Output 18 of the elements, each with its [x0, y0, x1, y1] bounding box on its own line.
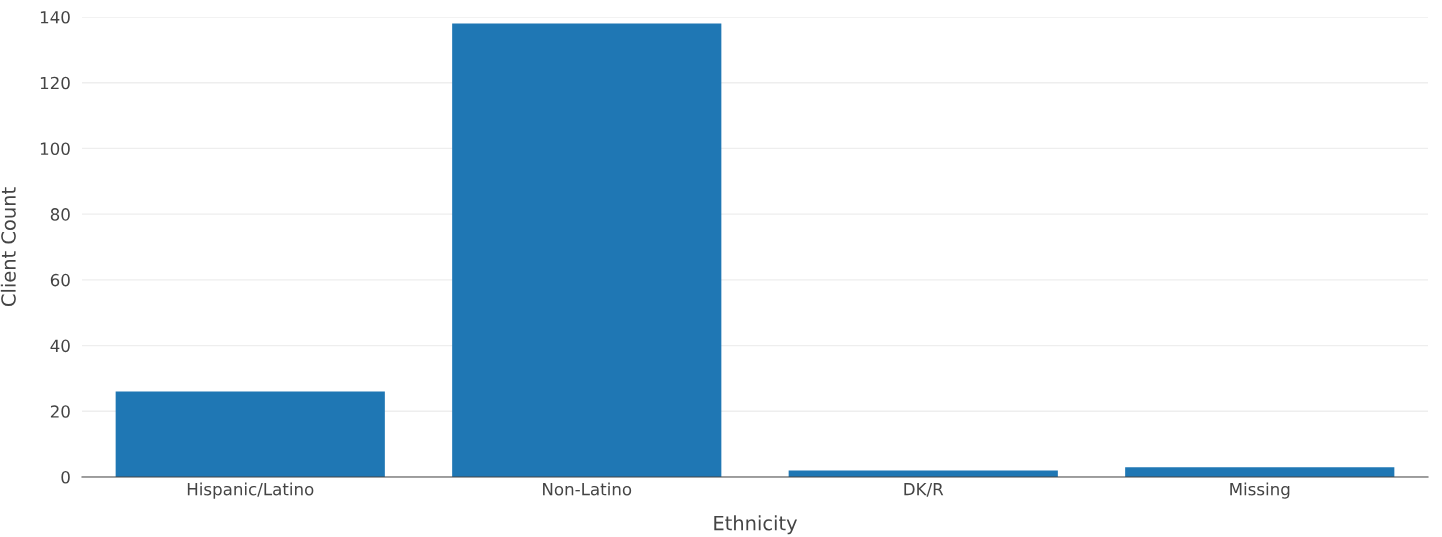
- x-axis-title: Ethnicity: [714, 515, 798, 535]
- y-tick-label: 40: [50, 339, 70, 353]
- y-tick-label: 120: [40, 76, 70, 90]
- y-tick-label: 80: [50, 208, 70, 221]
- x-tick-label: DK/R: [904, 483, 944, 497]
- bar: [1125, 467, 1395, 477]
- x-tick-label: Missing: [1230, 482, 1290, 499]
- y-tick-label: 140: [40, 10, 70, 24]
- y-tick-label: 100: [40, 142, 70, 155]
- x-tick-label: Hispanic/Latino: [187, 482, 314, 499]
- bar: [452, 23, 722, 477]
- y-tick-label: 20: [50, 405, 70, 418]
- y-tick-label: 0: [61, 470, 70, 484]
- x-tick-label: Non-Latino: [543, 482, 632, 496]
- y-tick-label: 60: [50, 273, 70, 287]
- bar: [115, 391, 385, 477]
- y-axis-title: Client Count: [0, 187, 16, 307]
- bar: [788, 470, 1058, 477]
